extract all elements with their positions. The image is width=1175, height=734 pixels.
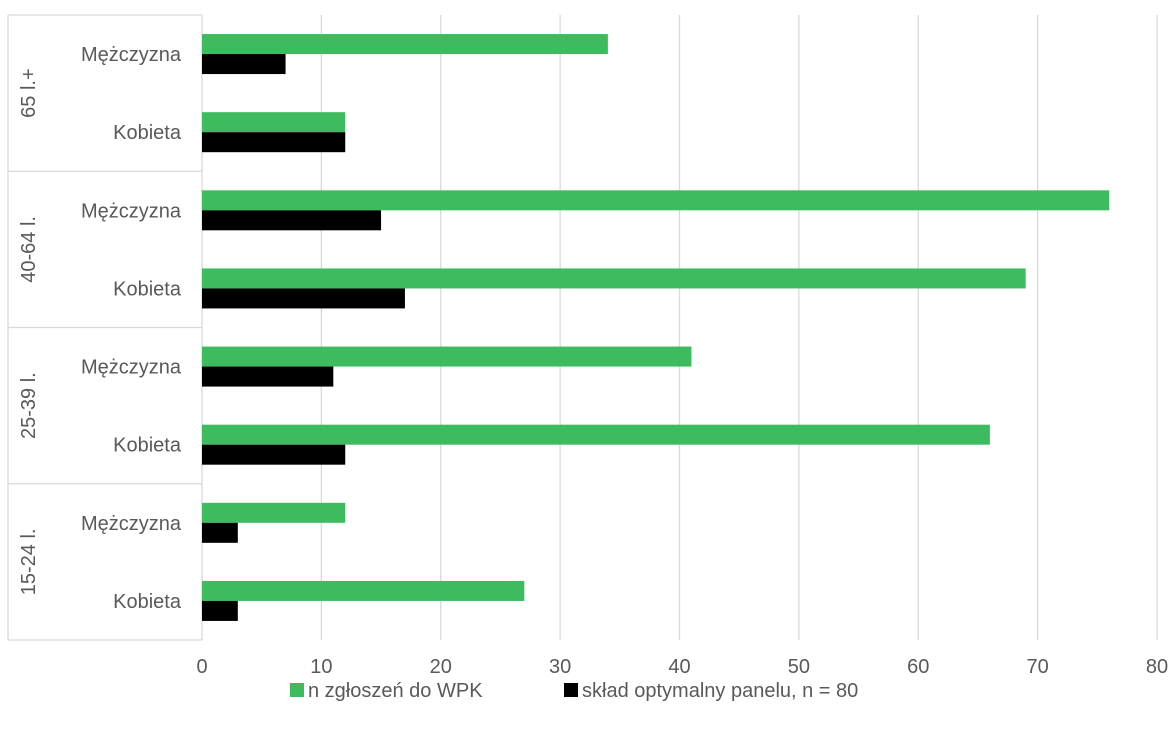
bar-series-0 bbox=[202, 268, 1026, 289]
category-label: Kobieta bbox=[113, 435, 182, 457]
gridlines bbox=[320, 15, 1158, 640]
x-tick-label: 60 bbox=[907, 656, 929, 678]
x-tick-label: 0 bbox=[196, 656, 207, 678]
bar-series-0 bbox=[202, 34, 608, 55]
category-label: Kobieta bbox=[113, 591, 182, 613]
category-labels: Mężczyzna Kobieta Mężczyzna Kobieta Mężczyzn… bbox=[81, 44, 182, 613]
bars bbox=[202, 34, 1110, 621]
category-label: Mężczyzna bbox=[81, 44, 182, 66]
x-tick-label: 50 bbox=[788, 656, 810, 678]
bar-series-0 bbox=[202, 424, 990, 445]
bar-series-1 bbox=[202, 54, 286, 75]
x-tick-label: 40 bbox=[668, 656, 690, 678]
category-label: Mężczyzna bbox=[81, 200, 182, 222]
x-tick-labels: 0 10 20 30 40 50 60 70 80 bbox=[196, 656, 1168, 678]
legend: n zgłoszeń do WPK skład optymalny panelu… bbox=[290, 680, 858, 702]
x-tick-label: 30 bbox=[549, 656, 571, 678]
bar-series-1 bbox=[202, 210, 382, 231]
bar-series-0 bbox=[202, 112, 346, 133]
bar-series-0 bbox=[202, 190, 1110, 211]
legend-swatch-series-1 bbox=[564, 683, 578, 697]
legend-label-series-0: n zgłoszeń do WPK bbox=[308, 680, 483, 702]
bar-series-0 bbox=[202, 346, 692, 367]
group-label: 25-39 l. bbox=[18, 372, 40, 439]
group-label: 65 l.+ bbox=[18, 68, 40, 117]
category-label: Kobieta bbox=[113, 278, 182, 300]
legend-swatch-series-0 bbox=[290, 683, 304, 697]
bar-series-1 bbox=[202, 522, 238, 543]
x-tick-label: 80 bbox=[1146, 656, 1168, 678]
category-label: Mężczyzna bbox=[81, 513, 182, 535]
x-tick-label: 70 bbox=[1027, 656, 1049, 678]
bar-series-1 bbox=[202, 366, 334, 387]
bar-series-1 bbox=[202, 288, 405, 309]
legend-label-series-1: skład optymalny panelu, n = 80 bbox=[582, 680, 858, 702]
bar-series-0 bbox=[202, 580, 525, 601]
bar-series-1 bbox=[202, 600, 238, 621]
group-label: 15-24 l. bbox=[18, 529, 40, 596]
x-tick-label: 10 bbox=[310, 656, 332, 678]
group-labels: 65 l.+ 40-64 l. 25-39 l. 15-24 l. bbox=[18, 68, 40, 595]
category-label: Kobieta bbox=[113, 122, 182, 144]
bar-series-0 bbox=[202, 502, 346, 523]
bar-series-1 bbox=[202, 132, 346, 153]
x-tick-label: 20 bbox=[430, 656, 452, 678]
category-label: Mężczyzna bbox=[81, 357, 182, 379]
group-label: 40-64 l. bbox=[18, 216, 40, 283]
bar-series-1 bbox=[202, 444, 346, 465]
